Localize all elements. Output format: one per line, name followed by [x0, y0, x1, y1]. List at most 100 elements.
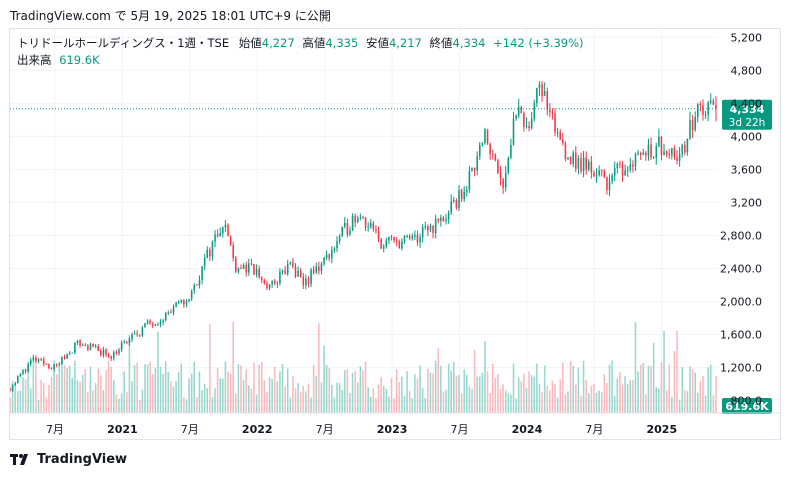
candle-body: [364, 217, 367, 228]
candle-body: [253, 263, 255, 275]
volume-bar: [600, 391, 603, 413]
volume-bar: [19, 390, 22, 413]
volume-bar: [115, 394, 118, 413]
candle-body: [211, 241, 214, 257]
candle-body: [590, 161, 593, 173]
volume-bar: [463, 369, 465, 413]
candle-body: [115, 352, 118, 354]
price-tick-label: 2,400.0: [720, 262, 762, 275]
volume-bar: [611, 360, 613, 413]
candle-body: [473, 168, 476, 171]
last-volume-label: 619.6K: [725, 400, 769, 413]
candle-body: [133, 333, 136, 335]
volume-bar: [14, 384, 16, 413]
volume-bar: [268, 377, 271, 413]
volume-bar: [216, 368, 219, 413]
candle-body: [637, 152, 639, 155]
candle-body: [551, 112, 554, 114]
candle-body: [450, 201, 452, 213]
candle-body: [489, 143, 491, 155]
volume-bar: [538, 383, 541, 413]
candle-body: [528, 125, 530, 129]
candle-body: [645, 152, 647, 156]
volume-bar: [357, 382, 359, 413]
candle-body: [110, 356, 112, 359]
volume-bar: [63, 364, 66, 413]
candle-body: [312, 269, 315, 273]
candle-body: [491, 154, 494, 156]
candle-body: [263, 279, 266, 284]
time-tick-label: 7月: [316, 423, 334, 436]
volume-bar: [639, 364, 642, 413]
candle-body: [603, 170, 606, 178]
volume-bar: [141, 389, 144, 413]
volume-bar: [61, 361, 63, 413]
volume-bar: [416, 378, 419, 413]
volume-bar: [647, 365, 650, 413]
volume-bar: [512, 363, 515, 413]
candle-body: [611, 175, 613, 182]
volume-bar: [325, 364, 328, 413]
candle-body: [562, 139, 564, 144]
time-tick-label: 2021: [107, 423, 138, 436]
candle-body: [258, 268, 260, 278]
volume-bar: [172, 386, 175, 413]
candle-body: [128, 339, 131, 343]
volume-bar: [138, 399, 141, 413]
candle-body: [325, 254, 328, 258]
candle-body: [689, 120, 691, 139]
volume-bar: [349, 392, 351, 413]
volume-bar: [395, 369, 398, 413]
candle-body: [333, 248, 336, 251]
volume-bar: [79, 381, 81, 413]
price-tick-label: 3,200: [731, 196, 763, 209]
candle-body: [284, 270, 286, 275]
footer-brand[interactable]: TradingView: [10, 452, 127, 467]
candle-body: [453, 200, 455, 202]
volume-bars: [10, 321, 717, 413]
volume-bar: [473, 349, 476, 413]
candle-body: [650, 144, 652, 158]
volume-bar: [712, 395, 715, 413]
candle-body: [512, 118, 515, 146]
volume-bar: [310, 397, 312, 413]
candle-body: [525, 125, 528, 127]
legend-high-label: 高値: [302, 36, 326, 50]
candle-body: [305, 278, 307, 286]
volume-bar: [209, 324, 211, 413]
candle-body: [595, 175, 598, 177]
volume-bar: [582, 360, 585, 413]
volume-bar: [27, 364, 29, 413]
volume-bar: [549, 390, 551, 413]
volume-bar: [455, 375, 458, 413]
candle-body: [14, 383, 16, 386]
candle-body: [572, 152, 574, 165]
candle-body: [712, 100, 715, 105]
candle-body: [429, 225, 432, 231]
candle-body: [250, 263, 253, 265]
volume-bar: [580, 395, 582, 413]
candle-body: [170, 312, 172, 314]
candle-body: [232, 245, 234, 259]
volume-bar: [120, 393, 123, 413]
volume-bar: [494, 378, 497, 413]
candle-body: [17, 376, 19, 384]
volume-bar: [481, 372, 484, 413]
volume-bar: [401, 376, 403, 413]
candle-body: [35, 357, 37, 362]
volume-bar: [382, 385, 385, 413]
candle-body: [421, 226, 424, 238]
volume-bar: [71, 377, 74, 413]
volume-bar: [530, 374, 533, 413]
volume-bar: [632, 379, 634, 413]
volume-bar: [624, 376, 626, 413]
candle-body: [297, 271, 299, 277]
legend-ohlc-row: トリドールホールディングス・1週・TSE 始値4,227 高値4,335 安値4…: [17, 35, 584, 52]
legend-symbol[interactable]: トリドールホールディングス・1週・TSE: [17, 36, 230, 50]
volume-bar: [338, 382, 341, 413]
volume-bar: [245, 369, 247, 413]
volume-bar: [699, 381, 702, 413]
volume-bar: [419, 365, 421, 413]
volume-bar: [442, 391, 445, 413]
